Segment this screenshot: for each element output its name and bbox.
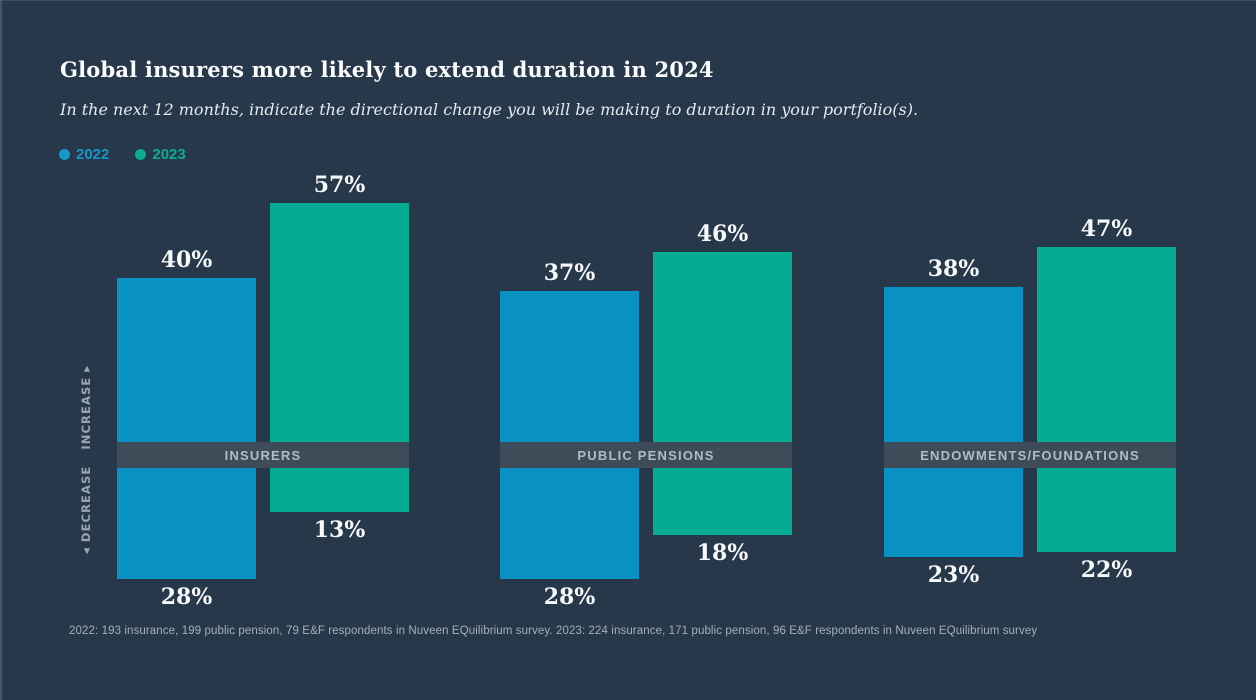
bar-public-pensions-2023-decrease [653, 455, 792, 535]
category-label: INSURERS [224, 447, 302, 463]
bar-value-label: 28% [543, 583, 596, 610]
page-title: Global insurers more likely to extend du… [60, 57, 714, 82]
bar-endowments-2023-increase [1037, 247, 1176, 455]
bar-value-label: 40% [160, 247, 213, 274]
legend-item-2022: 2022 [59, 146, 109, 163]
bar-insurers-2023-increase [270, 203, 409, 455]
bar-value-label: 46% [696, 220, 749, 247]
bar-value-label: 23% [927, 561, 980, 588]
category-label: ENDOWMENTS/FOUNDATIONS [920, 447, 1140, 463]
bar-public-pensions-2023-increase [653, 251, 792, 455]
decrease-axis-label: ◀ DECREASE [78, 455, 94, 565]
legend-label-2023: 2023 [152, 146, 186, 163]
bar-value-label: 47% [1080, 216, 1133, 243]
bar-value-label: 28% [160, 583, 213, 610]
bar-value-label: 22% [1080, 557, 1133, 584]
bar-value-label: 57% [313, 172, 366, 199]
increase-axis-text: INCREASE [79, 376, 93, 450]
chart-subtitle: In the next 12 months, indicate the dire… [60, 100, 919, 119]
legend-dot-2023-icon [135, 149, 147, 160]
bar-public-pensions-2022-decrease [500, 455, 639, 579]
bar-value-label: 37% [543, 260, 596, 287]
up-arrow-icon: ▶ [81, 364, 91, 372]
bar-insurers-2022-decrease [117, 455, 256, 579]
category-band-insurers: INSURERS [117, 442, 409, 468]
bar-value-label: 13% [313, 517, 366, 544]
legend: 2022 2023 [59, 146, 186, 163]
bar-value-label: 38% [927, 256, 980, 283]
source-footnote: 2022: 193 insurance, 199 public pension,… [69, 625, 1038, 637]
legend-item-2023: 2023 [135, 146, 186, 163]
bar-insurers-2022-increase [117, 278, 256, 455]
legend-label-2022: 2022 [76, 146, 110, 163]
bar-endowments-2023-decrease [1037, 455, 1176, 553]
legend-dot-2022-icon [59, 149, 70, 160]
category-label: PUBLIC PENSIONS [577, 447, 715, 463]
bar-endowments-2022-increase [884, 287, 1023, 455]
increase-axis-label: INCREASE ▶ [78, 352, 94, 462]
category-band-public-pensions: PUBLIC PENSIONS [500, 442, 792, 468]
bar-endowments-2022-decrease [884, 455, 1023, 557]
category-band-endowments-foundations: ENDOWMENTS/FOUNDATIONS [884, 442, 1176, 468]
down-arrow-icon: ◀ [81, 547, 91, 555]
bar-value-label: 18% [696, 539, 749, 566]
decrease-axis-text: DECREASE [79, 465, 93, 543]
bar-public-pensions-2022-increase [500, 291, 639, 455]
